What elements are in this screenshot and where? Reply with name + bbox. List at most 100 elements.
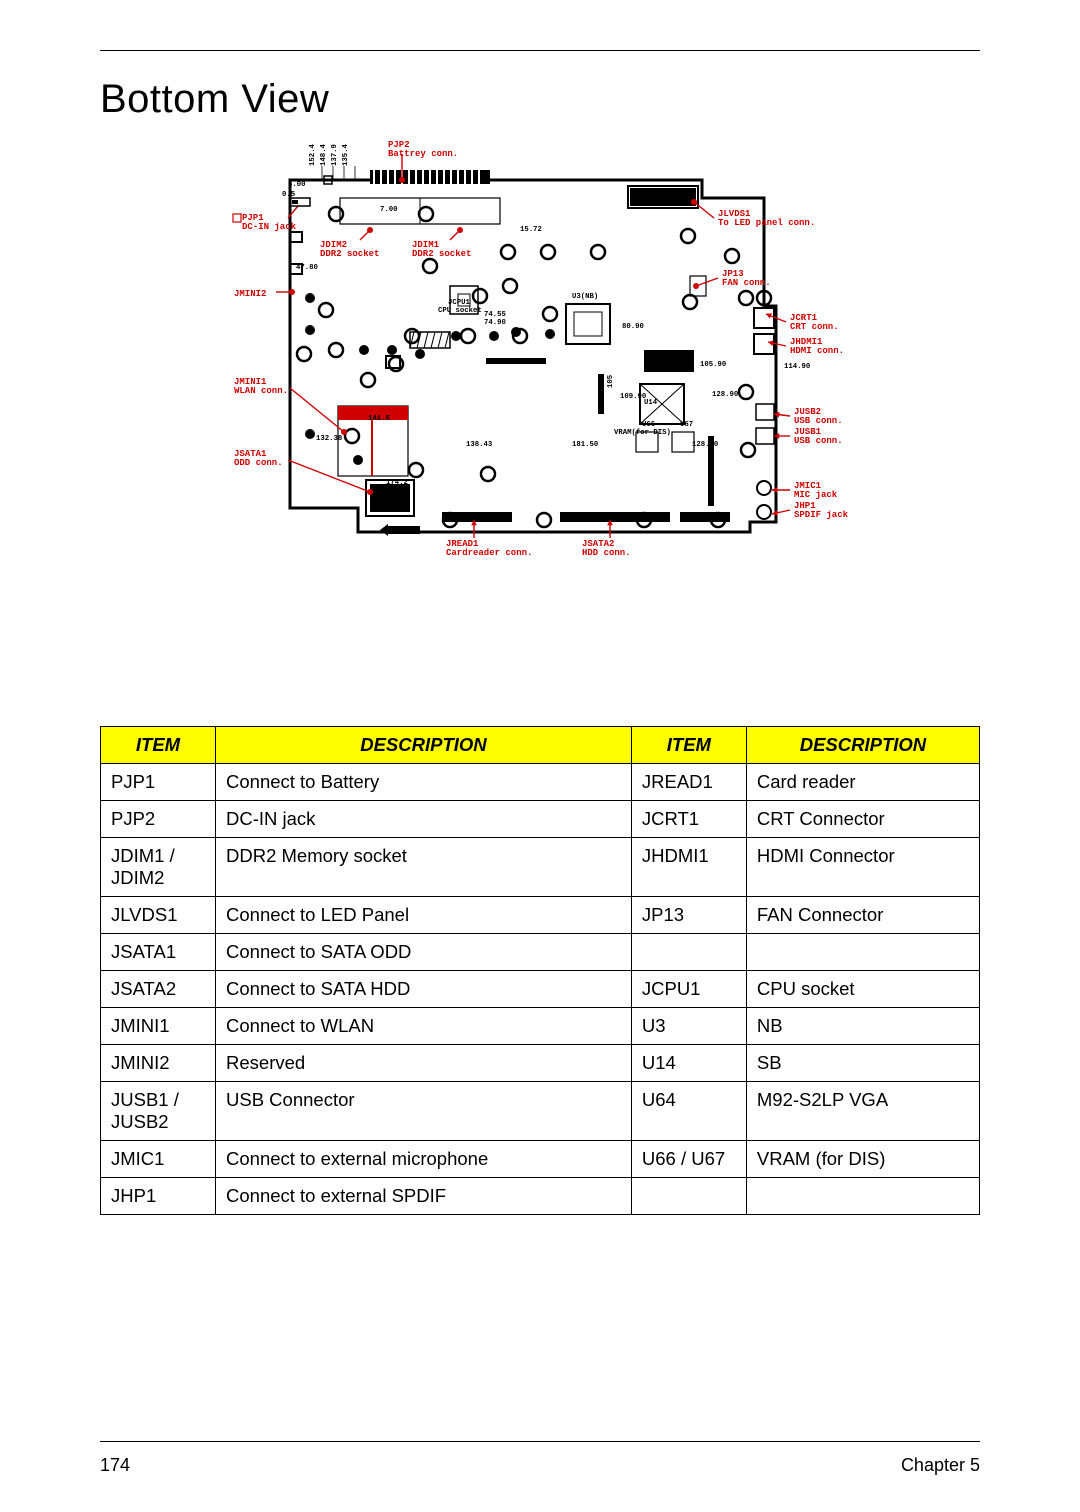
cell-desc-b: NB: [746, 1008, 979, 1045]
svg-text:JMINI2: JMINI2: [234, 289, 266, 299]
cell-item-b: [631, 934, 746, 971]
rule-top: [100, 50, 980, 51]
svg-text:80.90: 80.90: [622, 323, 644, 331]
svg-text:7.00: 7.00: [380, 206, 398, 214]
svg-text:202/203: 202/203: [709, 445, 717, 476]
page-footer: 174 Chapter 5: [100, 1455, 980, 1476]
table-row: JMINI1Connect to WLANU3NB: [101, 1008, 980, 1045]
cell-item-b: JCPU1: [631, 971, 746, 1008]
svg-text:128.90: 128.90: [712, 391, 738, 399]
svg-text:ODD conn.: ODD conn.: [234, 458, 283, 468]
svg-text:HDD conn.: HDD conn.: [582, 548, 631, 558]
cell-desc-b: HDMI Connector: [746, 838, 979, 897]
cell-desc-a: Reserved: [216, 1045, 632, 1082]
table-header-row: ITEM DESCRIPTION ITEM DESCRIPTION: [101, 727, 980, 764]
cell-item-a: JMIC1: [101, 1141, 216, 1178]
page: Bottom View U64(VGA)105152.4148.4137.913…: [0, 0, 1080, 1512]
cell-desc-b: CRT Connector: [746, 801, 979, 838]
svg-text:DDR2 socket: DDR2 socket: [412, 249, 471, 259]
svg-text:132.38: 132.38: [316, 435, 342, 443]
diagram-container: U64(VGA)105152.4148.4137.9135.46.000.57.…: [100, 136, 980, 606]
table-row: JDIM1 / JDIM2DDR2 Memory socketJHDMI1HDM…: [101, 838, 980, 897]
cell-item-a: PJP1: [101, 764, 216, 801]
svg-text:74.90: 74.90: [484, 319, 506, 327]
motherboard-diagram: U64(VGA)105152.4148.4137.9135.46.000.57.…: [220, 136, 860, 606]
svg-text:109.90: 109.90: [620, 393, 646, 401]
table-row: JUSB1 / JUSB2USB ConnectorU64M92-S2LP VG…: [101, 1082, 980, 1141]
table-row: PJP1Connect to BatteryJREAD1Card reader: [101, 764, 980, 801]
cell-desc-b: [746, 1178, 979, 1215]
svg-text:U67: U67: [680, 421, 693, 429]
cell-desc-a: Connect to external SPDIF: [216, 1178, 632, 1215]
svg-text:Cardreader conn.: Cardreader conn.: [446, 548, 532, 558]
svg-text:JCPU1: JCPU1: [448, 299, 471, 307]
cell-item-b: JHDMI1: [631, 838, 746, 897]
rule-bottom: [100, 1441, 980, 1442]
svg-text:114.90: 114.90: [784, 363, 810, 371]
cell-desc-b: FAN Connector: [746, 897, 979, 934]
svg-text:MIC jack: MIC jack: [794, 490, 838, 500]
cell-item-b: [631, 1178, 746, 1215]
svg-text:USB conn.: USB conn.: [794, 436, 843, 446]
cell-desc-a: USB Connector: [216, 1082, 632, 1141]
cell-item-a: PJP2: [101, 801, 216, 838]
table-row: JMIC1Connect to external microphoneU66 /…: [101, 1141, 980, 1178]
table-row: JSATA2Connect to SATA HDDJCPU1CPU socket: [101, 971, 980, 1008]
table-row: JSATA1Connect to SATA ODD: [101, 934, 980, 971]
cell-desc-a: Connect to WLAN: [216, 1008, 632, 1045]
svg-text:Battrey conn.: Battrey conn.: [388, 149, 458, 159]
table-row: JMINI2ReservedU14SB: [101, 1045, 980, 1082]
svg-text:138.43: 138.43: [466, 441, 493, 449]
table-row: JLVDS1Connect to LED PanelJP13FAN Connec…: [101, 897, 980, 934]
footer-page-number: 174: [100, 1455, 130, 1476]
svg-text:CRT conn.: CRT conn.: [790, 322, 839, 332]
svg-text:6.00: 6.00: [288, 181, 306, 189]
cell-item-a: JSATA2: [101, 971, 216, 1008]
cell-item-a: JDIM1 / JDIM2: [101, 838, 216, 897]
svg-text:152.4: 152.4: [309, 143, 317, 166]
svg-text:DC-IN jack: DC-IN jack: [242, 222, 297, 232]
svg-text:CPU socket: CPU socket: [438, 307, 482, 315]
cell-item-b: JREAD1: [631, 764, 746, 801]
svg-text:U3(NB): U3(NB): [572, 293, 598, 301]
svg-text:FAN conn.: FAN conn.: [722, 278, 771, 288]
cell-item-a: JLVDS1: [101, 897, 216, 934]
cell-item-a: JMINI1: [101, 1008, 216, 1045]
table-row: JHP1Connect to external SPDIF: [101, 1178, 980, 1215]
cell-item-b: JP13: [631, 897, 746, 934]
svg-text:HDMI conn.: HDMI conn.: [790, 346, 844, 356]
cell-desc-a: Connect to SATA ODD: [216, 934, 632, 971]
cell-desc-a: Connect to SATA HDD: [216, 971, 632, 1008]
svg-text:141.5: 141.5: [368, 415, 390, 423]
cell-item-b: U14: [631, 1045, 746, 1082]
svg-text:DDR2 socket: DDR2 socket: [320, 249, 379, 259]
th-desc-a: DESCRIPTION: [216, 727, 632, 764]
th-item-b: ITEM: [631, 727, 746, 764]
svg-text:U66: U66: [642, 421, 655, 429]
svg-text:WLAN conn.: WLAN conn.: [234, 386, 288, 396]
svg-text:U64(VGA): U64(VGA): [644, 359, 679, 367]
th-item-a: ITEM: [101, 727, 216, 764]
svg-text:USB conn.: USB conn.: [794, 416, 843, 426]
page-title: Bottom View: [100, 77, 980, 122]
svg-text:74.55: 74.55: [484, 311, 506, 319]
cell-desc-a: DDR2 Memory socket: [216, 838, 632, 897]
cell-desc-b: Card reader: [746, 764, 979, 801]
th-desc-b: DESCRIPTION: [746, 727, 979, 764]
cell-desc-b: M92-S2LP VGA: [746, 1082, 979, 1141]
cell-desc-a: Connect to Battery: [216, 764, 632, 801]
svg-text:105.90: 105.90: [700, 361, 726, 369]
cell-item-a: JHP1: [101, 1178, 216, 1215]
table-row: PJP2DC-IN jackJCRT1CRT Connector: [101, 801, 980, 838]
cell-item-b: U66 / U67: [631, 1141, 746, 1178]
svg-text:SPDIF jack: SPDIF jack: [794, 510, 849, 520]
cell-desc-a: DC-IN jack: [216, 801, 632, 838]
svg-text:VRAM(for DIS): VRAM(for DIS): [614, 429, 671, 437]
svg-text:15.72: 15.72: [520, 226, 542, 234]
svg-text:105: 105: [607, 375, 615, 388]
cell-desc-b: VRAM (for DIS): [746, 1141, 979, 1178]
cell-desc-b: [746, 934, 979, 971]
cell-item-b: JCRT1: [631, 801, 746, 838]
svg-text:135.4: 135.4: [342, 143, 350, 166]
svg-text:181.50: 181.50: [572, 441, 598, 449]
